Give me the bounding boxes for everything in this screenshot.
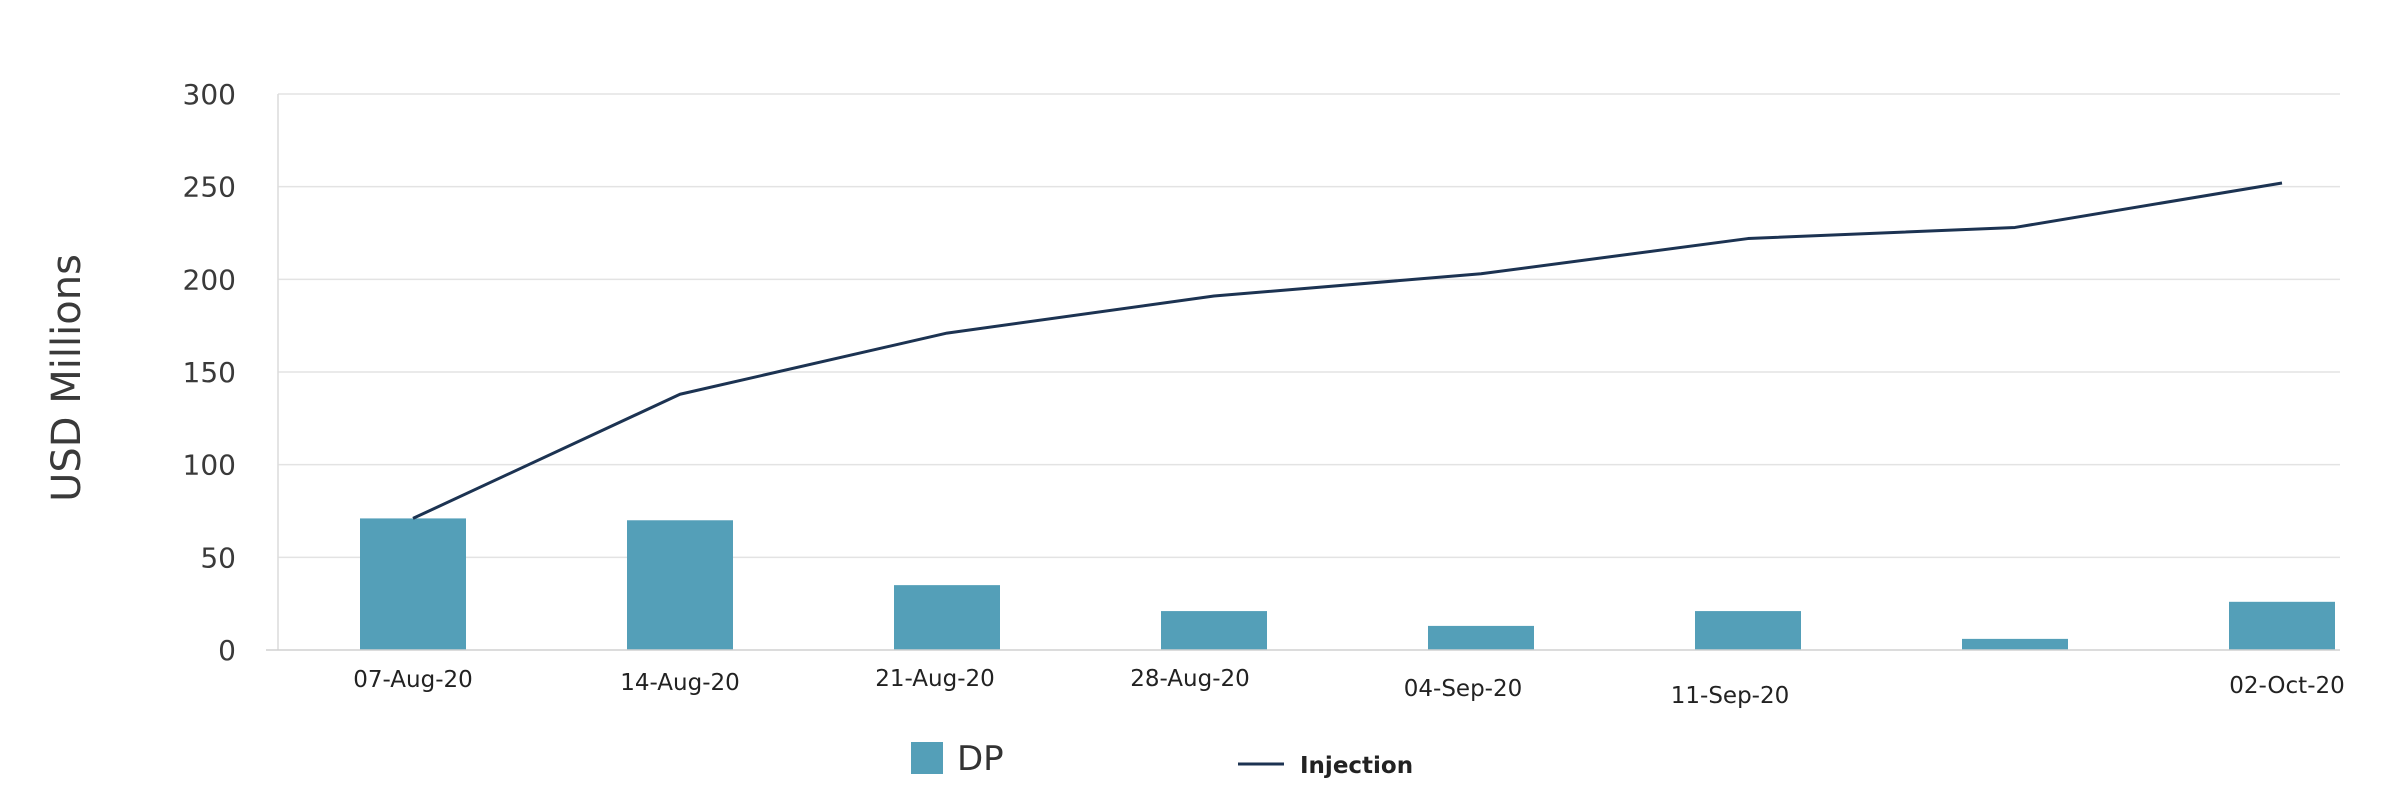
y-tick-label-200: 200 [183,263,236,296]
y-tick-label-250: 250 [183,171,236,204]
x-tick-label-4: 04-Sep-20 [1404,676,1522,702]
legend-label-dp: DP [957,739,1004,779]
x-tick-label-1: 14-Aug-20 [620,670,740,696]
x-tick-label-7: 02-Oct-20 [2229,673,2345,699]
bar-dp-0 [360,518,466,650]
bar-dp-3 [1161,611,1267,650]
bar-dp-6 [1962,638,2068,650]
x-tick-label-2: 21-Aug-20 [875,666,995,692]
bar-dp-4 [1428,625,1534,650]
bar-dp-7 [2229,601,2335,650]
legend: DP Injection [911,739,1413,779]
y-tick-label-50: 50 [200,541,236,574]
bar-series-dp [360,518,2335,650]
legend-swatch-dp [911,742,943,774]
y-axis-label-group: USD Millions [44,254,90,502]
line-series-injection [412,181,2283,520]
legend-label-injection: Injection [1300,753,1413,779]
y-tick-label-0: 0 [218,634,236,667]
bar-dp-2 [894,585,1000,650]
y-tick-label-150: 150 [183,356,236,389]
axes: 0 50 100 150 200 250 300 07-Aug-20 14-Aug-20 21-A… [183,78,2345,709]
bar-dp-5 [1695,611,1801,650]
y-axis-label: USD Millions [44,254,90,502]
x-tick-label-0: 07-Aug-20 [353,667,473,693]
bar-dp-1 [627,520,733,650]
y-tick-label-300: 300 [183,78,236,111]
line-injection [412,181,2283,520]
y-tick-label-100: 100 [183,449,236,482]
x-tick-label-5: 11-Sep-20 [1671,683,1789,709]
gridlines [278,93,2340,559]
x-tick-label-3: 28-Aug-20 [1130,666,1250,692]
